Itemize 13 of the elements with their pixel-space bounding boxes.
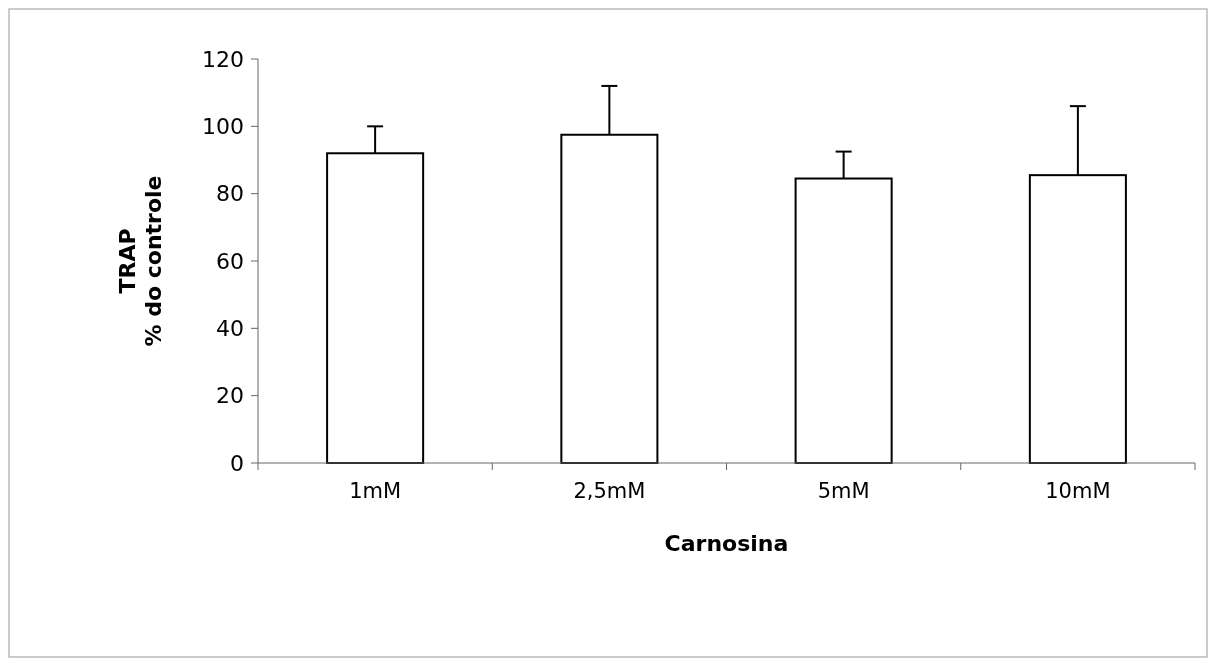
y-tick-label: 40: [216, 316, 244, 342]
x-tick-label: 1mM: [349, 479, 402, 503]
y-tick-label: 0: [230, 450, 244, 476]
y-tick-label: 80: [216, 181, 244, 207]
x-axis-title: Carnosina: [664, 531, 789, 556]
y-axis-title: TRAP % do controle: [114, 175, 167, 347]
y-tick-label: 100: [202, 114, 244, 140]
y-tick-label: 20: [216, 383, 244, 409]
x-tick-label: 2,5mM: [573, 479, 646, 503]
x-tick-label: 5mM: [817, 479, 870, 503]
y-tick-label: 120: [202, 46, 244, 72]
x-tick-label: 10mM: [1045, 479, 1111, 503]
y-tick-label: 60: [216, 248, 244, 274]
